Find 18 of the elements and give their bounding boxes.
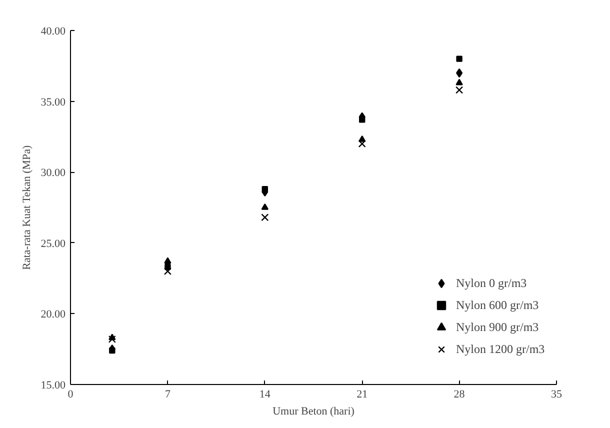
y-tick-label: 35.00 (40, 96, 66, 108)
y-tick-label: 25.00 (40, 238, 66, 250)
legend-label: Nylon 900 gr/m3 (456, 318, 539, 336)
y-tick-label: 20.00 (40, 308, 66, 321)
legend-label: Nylon 600 gr/m3 (456, 296, 539, 314)
x-tick-label: 35 (551, 388, 562, 400)
legend-label: Nylon 1200 gr/m3 (456, 340, 545, 358)
legend-label: Nylon 0 gr/m3 (456, 274, 527, 292)
x-tick-label: 21 (356, 388, 368, 400)
x-tick-label: 14 (259, 388, 271, 400)
x-tick-label: 7 (164, 388, 171, 400)
y-tick-label: 40.00 (40, 26, 66, 38)
y-tick-label: 15.00 (40, 380, 66, 392)
x-tick-label: 0 (68, 388, 74, 400)
x-tick-label: 28 (454, 388, 466, 400)
y-axis-title: Rata-rata Kuat Tekan (MPa) (20, 144, 33, 270)
x-axis-title: Umur Beton (hari) (272, 406, 355, 418)
y-tick-label: 30.00 (40, 167, 66, 180)
